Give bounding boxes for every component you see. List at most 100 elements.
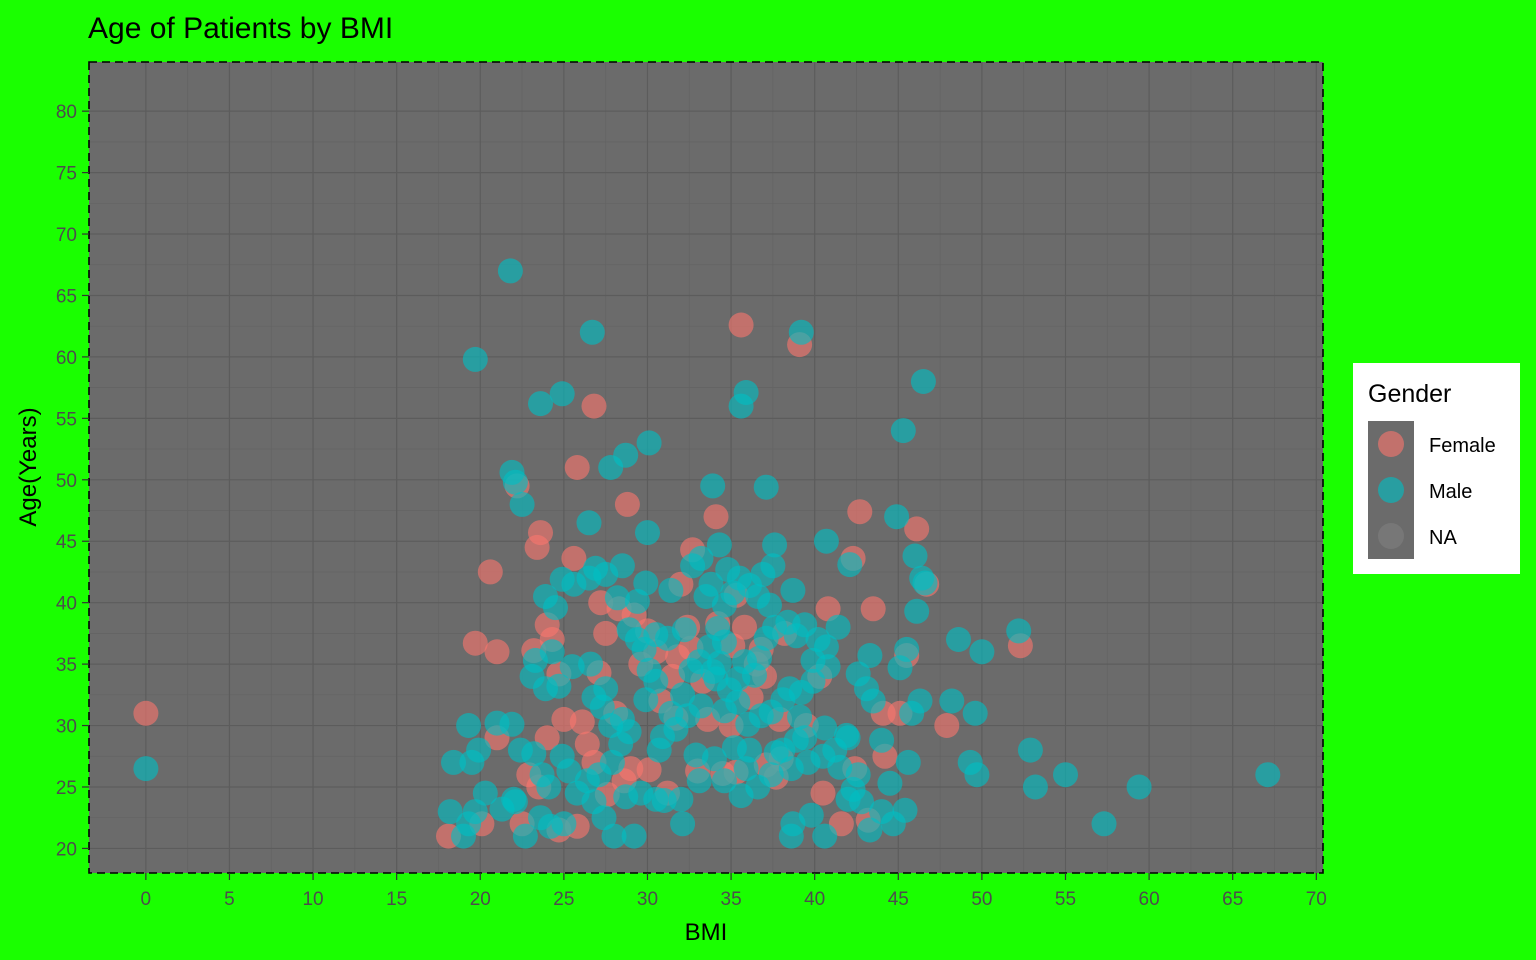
male-point: [762, 532, 788, 558]
y-tick-label: 20: [56, 839, 77, 860]
female-point: [462, 630, 488, 656]
male-point: [1006, 618, 1032, 644]
male-point: [877, 770, 903, 796]
male-point: [860, 688, 886, 714]
male-point: [499, 711, 525, 737]
male-point: [489, 796, 515, 822]
female-point: [561, 545, 587, 571]
x-tick-label: 25: [553, 889, 574, 910]
male-point: [812, 823, 838, 849]
male-point: [579, 319, 605, 345]
male-point: [728, 393, 754, 419]
y-axis-title: Age(Years): [15, 407, 42, 526]
male-point: [715, 557, 741, 582]
male-point: [728, 783, 754, 809]
male-point: [539, 639, 565, 665]
male-point: [758, 762, 784, 788]
y-axis: 20 25 30 35 40 45 50 55 60 65 70 75 80: [56, 102, 89, 860]
male-point: [528, 805, 553, 831]
male-point: [636, 430, 662, 456]
male-point: [969, 639, 995, 665]
y-tick-label: 50: [56, 471, 77, 492]
legend-key-na: [1378, 523, 1404, 549]
x-tick-label: 65: [1222, 889, 1243, 910]
male-point: [671, 617, 697, 643]
male-points: [133, 258, 1281, 849]
x-tick-label: 50: [971, 889, 992, 910]
male-point: [670, 682, 696, 708]
male-point: [559, 654, 585, 680]
legend-title: Gender: [1368, 380, 1451, 408]
male-point: [462, 346, 488, 372]
legend-label-male: Male: [1429, 481, 1472, 503]
y-tick-label: 25: [56, 778, 77, 799]
y-tick-label: 35: [56, 655, 77, 676]
male-point: [912, 570, 938, 596]
male-point: [1091, 811, 1117, 837]
male-point: [812, 715, 838, 741]
x-tick-label: 35: [721, 889, 742, 910]
female-point: [484, 639, 510, 665]
x-tick-label: 70: [1306, 889, 1327, 910]
male-point: [1126, 774, 1152, 800]
male-point: [441, 749, 466, 775]
male-point: [813, 528, 839, 554]
x-tick-label: 20: [470, 889, 491, 910]
male-point: [706, 532, 732, 558]
male-point: [777, 676, 803, 702]
male-point: [798, 802, 824, 828]
x-tick-label: 5: [224, 889, 235, 910]
male-point: [946, 627, 971, 652]
male-point: [910, 369, 936, 394]
male-point: [845, 762, 871, 788]
male-point: [686, 768, 712, 794]
male-point: [1022, 774, 1048, 800]
female-point: [904, 516, 930, 542]
male-point: [451, 823, 476, 849]
male-point: [884, 504, 910, 530]
male-point: [780, 577, 806, 603]
male-point: [609, 553, 635, 579]
male-point: [651, 788, 677, 813]
female-point: [564, 455, 590, 480]
female-point: [810, 780, 836, 806]
male-point: [899, 700, 925, 726]
male-point: [735, 711, 761, 737]
x-tick-label: 30: [637, 889, 658, 910]
x-tick-label: 60: [1139, 889, 1160, 910]
male-point: [658, 577, 684, 603]
male-point: [466, 737, 492, 763]
male-point: [512, 823, 538, 849]
x-tick-label: 45: [888, 889, 909, 910]
male-point: [849, 789, 874, 815]
legend-label-female: Female: [1429, 435, 1496, 457]
male-point: [536, 774, 562, 800]
y-tick-label: 40: [56, 594, 77, 615]
female-point: [934, 713, 960, 738]
male-point: [711, 629, 737, 655]
female-point: [581, 393, 607, 419]
male-point: [670, 811, 696, 837]
male-point: [778, 823, 804, 849]
male-point: [509, 491, 535, 517]
legend: Gender Female Male NA: [1353, 363, 1520, 574]
male-point: [502, 469, 528, 495]
legend-key-male: [1378, 477, 1404, 503]
female-point: [614, 491, 640, 517]
male-point: [456, 713, 482, 738]
y-tick-label: 70: [56, 225, 77, 246]
male-point: [890, 418, 916, 444]
y-tick-label: 65: [56, 286, 77, 307]
female-point: [847, 499, 873, 525]
x-tick-label: 10: [302, 889, 323, 910]
male-point: [783, 727, 809, 753]
female-point: [569, 709, 595, 735]
male-point: [857, 643, 883, 668]
male-point: [834, 722, 859, 748]
male-point: [700, 473, 726, 499]
male-point: [472, 780, 498, 806]
male-point: [635, 520, 660, 546]
male-point: [601, 823, 627, 849]
x-axis-title: BMI: [685, 919, 728, 946]
